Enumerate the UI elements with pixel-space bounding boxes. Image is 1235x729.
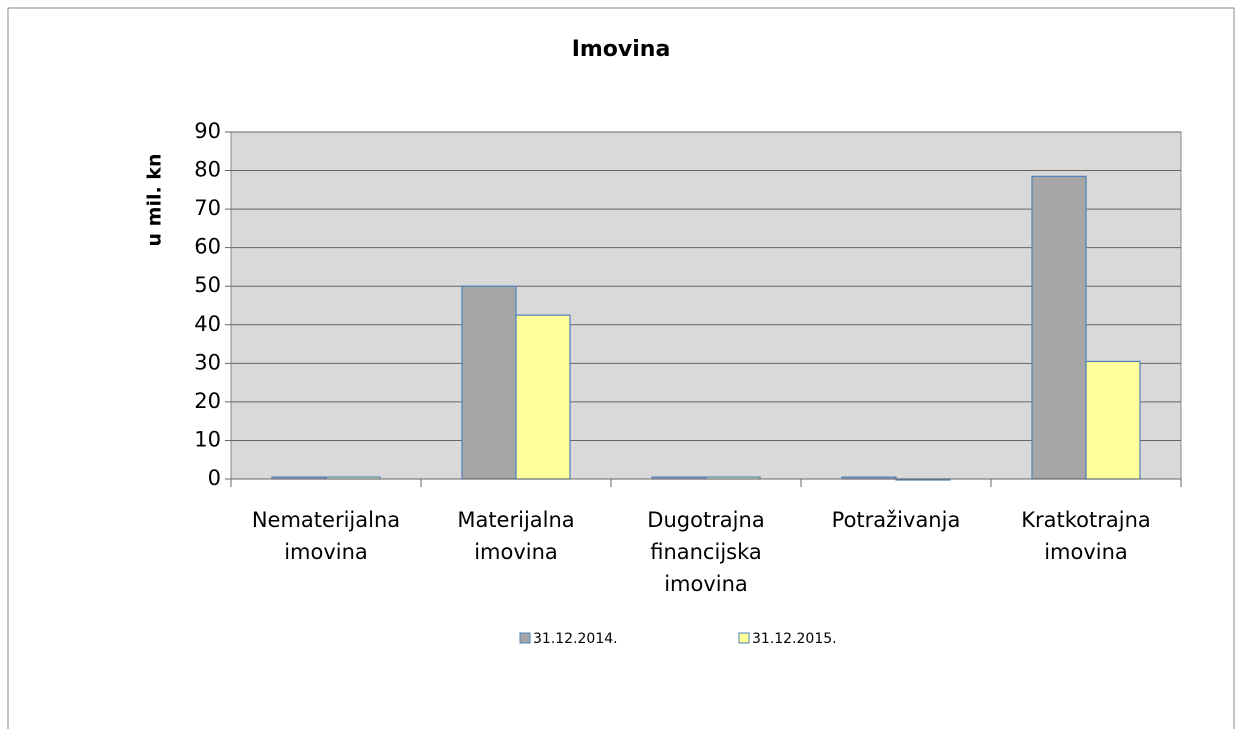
y-tick-label: 90	[194, 119, 221, 143]
x-tick-label: Potraživanja	[832, 508, 961, 532]
y-tick-label: 30	[194, 350, 221, 374]
y-axis-label: u mil. kn	[144, 154, 166, 247]
x-tick-label: Dugotrajna financijska imovina	[647, 508, 764, 596]
y-tick-label: 0	[208, 466, 221, 490]
x-tick-label: Kratkotrajna imovina	[1021, 508, 1151, 564]
y-tick-label: 50	[194, 273, 221, 297]
y-tick-label: 70	[194, 196, 221, 220]
y-tick-label: 60	[194, 235, 221, 259]
y-tick-label: 80	[194, 158, 221, 182]
bar	[1031, 175, 1087, 480]
bar	[461, 285, 517, 480]
y-tick-label: 20	[194, 389, 221, 413]
y-tick-label: 10	[194, 427, 221, 451]
bar	[515, 314, 571, 480]
bar	[1085, 360, 1141, 480]
y-tick-label: 40	[194, 312, 221, 336]
x-tick-label: Nematerijalna imovina	[252, 508, 400, 564]
chart-border	[7, 7, 1235, 729]
legend-label: 31.12.2014.	[533, 631, 618, 647]
legend-swatch	[519, 632, 531, 644]
legend-swatch	[738, 632, 750, 644]
legend-label: 31.12.2015.	[752, 631, 837, 647]
chart-title: Imovina	[572, 37, 671, 62]
x-tick-label: Materijalna imovina	[457, 508, 574, 564]
